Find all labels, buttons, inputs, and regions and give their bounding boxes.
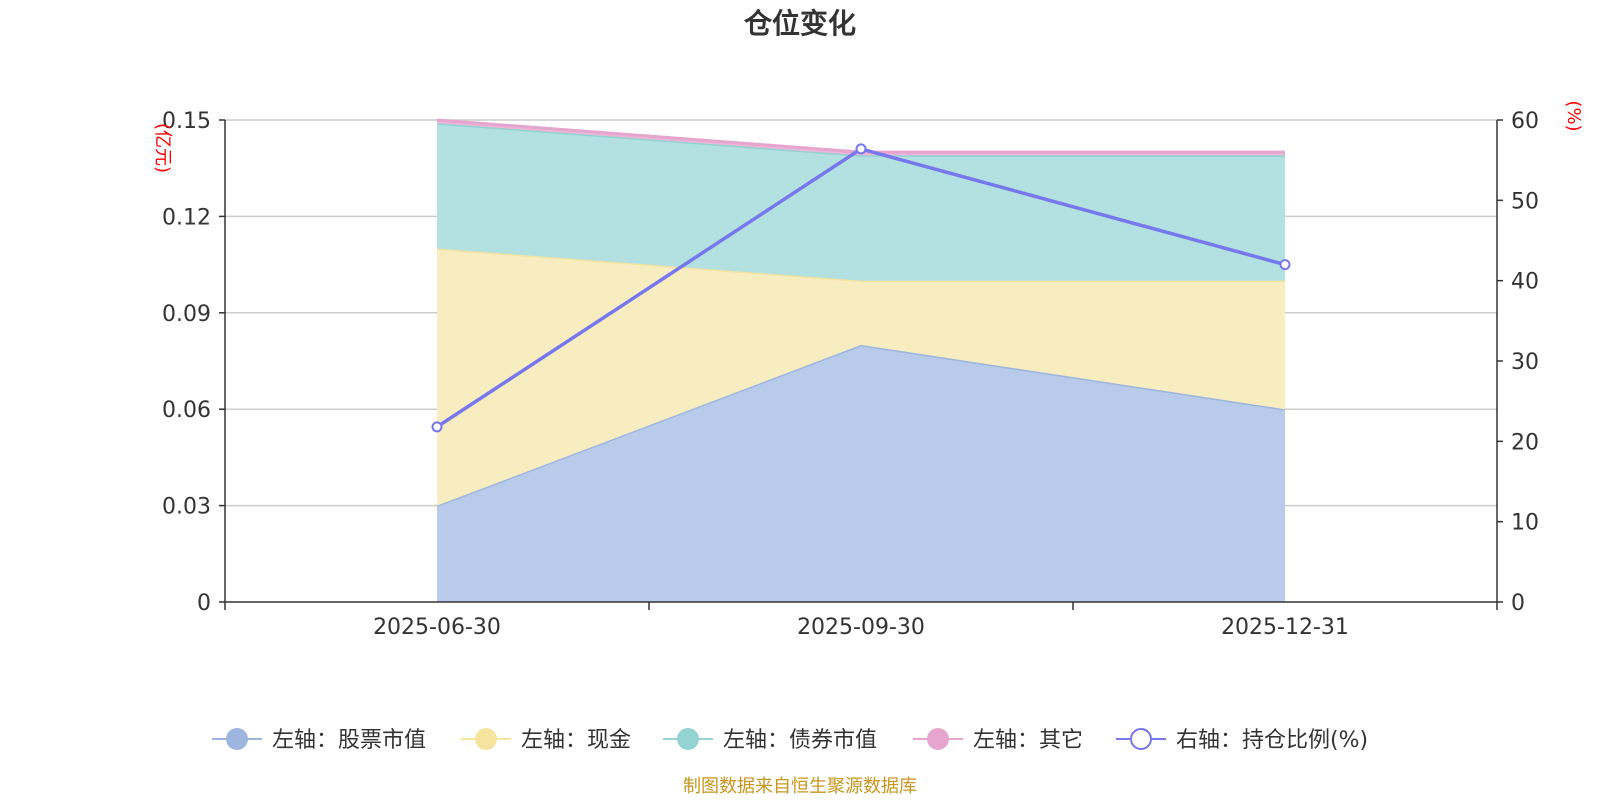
legend-circle-marker [1130,728,1152,750]
holding-ratio-line [431,143,1291,433]
right-tick-label: 60 [1511,109,1539,134]
area-series-0 [437,344,1285,602]
data-source-note: 制图数据来自恒生聚源数据库 [683,776,917,797]
stacked-areas [436,118,1286,602]
legend-circle-marker [226,728,248,750]
x-tick-label: 2025-12-31 [1221,615,1349,640]
right-axis-unit: (%) [1563,100,1584,131]
right-tick-label: 20 [1511,430,1539,455]
left-axis-unit: (亿元) [152,123,173,173]
left-tick-label: 0.06 [162,398,211,423]
ratio-line-point [855,143,867,155]
ratio-line-point [431,421,443,433]
right-tick-label: 10 [1511,511,1539,536]
legend-label: 左轴：其它 [973,728,1083,753]
right-tick-label: 50 [1511,189,1539,214]
legend-item-4: 右轴：持仓比例(%) [1116,728,1368,753]
legend: 左轴：股票市值 左轴：现金 左轴：债券市值 左轴：其它 右轴：持仓比例(%) [212,728,1368,753]
area-series-2 [437,123,1285,281]
axes: 0 0.03 0.06 0.09 0.12 0.15 0 10 20 30 40 50 60 2025-0… [162,109,1539,640]
legend-circle-marker [475,728,497,750]
legend-circle-marker [927,728,949,750]
left-tick-label: 0.12 [162,205,211,230]
legend-item-2: 左轴：债券市值 [663,728,877,753]
legend-item-3: 左轴：其它 [913,728,1083,753]
right-tick-label: 30 [1511,350,1539,375]
left-tick-label: 0 [197,591,211,616]
legend-circle-marker [677,728,699,750]
legend-label: 左轴：债券市值 [723,728,877,753]
ratio-line-point [1279,259,1291,271]
left-tick-label: 0.15 [162,109,211,134]
right-tick-label: 40 [1511,270,1539,295]
x-tick-label: 2025-09-30 [797,615,925,640]
legend-label: 右轴：持仓比例(%) [1176,728,1368,753]
right-tick-label: 0 [1511,591,1525,616]
legend-label: 左轴：股票市值 [272,728,426,753]
legend-item-0: 左轴：股票市值 [212,728,426,753]
legend-label: 左轴：现金 [521,728,631,753]
chart-title: 仓位变化 [744,7,856,40]
legend-item-1: 左轴：现金 [461,728,631,753]
left-tick-label: 0.03 [162,495,211,520]
left-tick-label: 0.09 [162,302,211,327]
area-series-1 [437,248,1285,506]
x-tick-label: 2025-06-30 [373,615,501,640]
